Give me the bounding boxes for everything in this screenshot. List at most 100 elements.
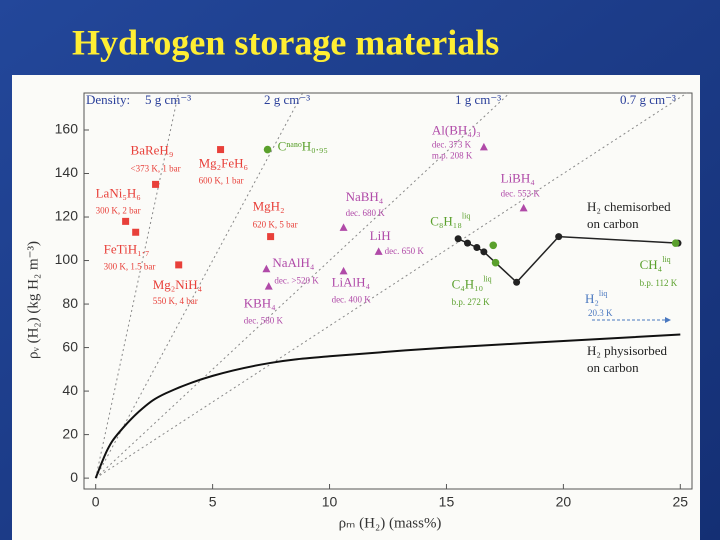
label-main: C₈H₁₈ <box>430 213 462 228</box>
x-tick-label: 10 <box>322 494 338 510</box>
point <box>122 217 130 225</box>
point-label: MgH₂ <box>253 199 285 214</box>
point-label: CH₄liq <box>640 255 671 272</box>
slide-title: Hydrogen storage materials <box>72 22 499 62</box>
label-main: C₄H₁₀ <box>452 277 484 292</box>
plot-frame <box>83 92 693 490</box>
curve-point <box>473 243 481 251</box>
point <box>489 241 498 250</box>
curve-label: H₂ physisorbed <box>587 343 667 358</box>
point-label: C₈H₁₈liq <box>430 211 470 228</box>
label-main: NaBH₄ <box>346 189 384 204</box>
point <box>263 145 272 154</box>
point <box>491 258 500 267</box>
y-tick-label: 80 <box>62 295 78 311</box>
point-note: dec. 553 K <box>501 188 541 198</box>
point-note: <373 K, 1 bar <box>131 163 181 173</box>
point-label: Al(BH₄)₃ <box>432 122 481 137</box>
point-label: LaNi₅H₆ <box>96 185 141 200</box>
density-line <box>95 92 179 479</box>
label-main: LiH <box>370 228 391 243</box>
point-label: LiH <box>370 228 391 243</box>
point-label: BaReH₉ <box>131 142 174 157</box>
label-main: H₂ <box>585 291 599 306</box>
density-label: 5 g cm⁻³ <box>145 92 191 107</box>
point <box>374 247 383 255</box>
h2-liquid-label: H₂liq <box>585 289 607 306</box>
label-sup: liq <box>462 211 470 220</box>
y-tick-label: 20 <box>62 425 78 441</box>
x-tick-label: 5 <box>209 494 217 510</box>
point <box>267 233 275 241</box>
label-main: MgH₂ <box>253 199 285 214</box>
label-main: LiBH₄ <box>501 170 536 185</box>
y-tick-label: 140 <box>55 164 79 180</box>
label-main: KBH₄ <box>244 296 276 311</box>
point <box>671 239 680 247</box>
point-note: dec. 680 K <box>346 208 386 218</box>
label-main: LiAlH₄ <box>332 274 371 289</box>
label-sup: liq <box>662 255 670 264</box>
chart-panel <box>12 75 700 540</box>
x-tick-label: 0 <box>92 494 100 510</box>
point <box>217 146 225 154</box>
point-note: dec. >520 K <box>274 275 319 285</box>
y-tick-label: 120 <box>55 208 79 224</box>
y-tick-label: 100 <box>55 251 79 267</box>
density-label: 1 g cm⁻³ <box>455 92 501 107</box>
curve-label: H₂ chemisorbed <box>587 199 671 214</box>
density-label: 2 g cm⁻³ <box>264 92 310 107</box>
y-tick-label: 0 <box>70 469 78 485</box>
point <box>339 266 348 275</box>
density-title: Density: <box>86 92 130 107</box>
label-main: Mg₂NiH₄ <box>153 277 203 292</box>
curve <box>94 333 681 479</box>
x-tick-label: 15 <box>439 494 455 510</box>
label-main: BaReH₉ <box>131 142 174 157</box>
arrow-head <box>665 317 671 323</box>
curve-label: on carbon <box>587 216 639 231</box>
point <box>339 223 348 231</box>
label-sup: liq <box>483 275 491 284</box>
y-tick-label: 160 <box>55 121 79 137</box>
point-label: C₄H₁₀liq <box>452 275 492 292</box>
curve-point <box>480 248 488 256</box>
point <box>152 180 160 188</box>
curve-point <box>513 278 521 286</box>
point-label: FeTiH₁.₇ <box>104 241 150 256</box>
density-line <box>95 92 510 479</box>
point-label: CⁿᵃⁿᵒH₀.₉₅ <box>278 139 328 154</box>
point-note: 300 K, 2 bar <box>96 205 141 215</box>
point-note: 300 K, 1.5 bar <box>104 261 156 271</box>
point-note: dec. 650 K <box>385 246 425 256</box>
point-label: NaAlH₄ <box>272 255 315 270</box>
point-note: dec. 373 K <box>432 139 472 149</box>
x-tick-label: 25 <box>673 494 689 510</box>
y-tick-label: 60 <box>62 338 78 354</box>
label-main: Mg₂FeH₆ <box>199 156 249 171</box>
point-note: 620 K, 5 bar <box>253 220 298 230</box>
label-main: CⁿᵃⁿᵒH₀.₉₅ <box>278 139 328 154</box>
curve-label: on carbon <box>587 360 639 375</box>
label-sup: liq <box>599 289 607 298</box>
point-note: 600 K, 1 bar <box>199 176 244 186</box>
point-label: LiBH₄ <box>501 170 536 185</box>
point-label: NaBH₄ <box>346 189 384 204</box>
point-label: Mg₂FeH₆ <box>199 156 249 171</box>
point-note: b.p. 112 K <box>640 278 678 288</box>
point <box>175 261 183 269</box>
x-tick-label: 20 <box>556 494 572 510</box>
curve-point <box>555 233 563 241</box>
label-main: FeTiH₁.₇ <box>104 241 150 256</box>
point-note: dec. 400 K <box>332 294 372 304</box>
density-label: 0.7 g cm⁻³ <box>620 92 676 107</box>
point-label: LiAlH₄ <box>332 274 371 289</box>
point <box>132 228 140 236</box>
label-main: LaNi₅H₆ <box>96 185 141 200</box>
point-label: KBH₄ <box>244 296 276 311</box>
point-note: b.p. 272 K <box>452 297 491 307</box>
point-label: Mg₂NiH₄ <box>153 277 203 292</box>
point-note: 550 K, 4 bar <box>153 296 198 306</box>
curve-point <box>464 239 472 247</box>
